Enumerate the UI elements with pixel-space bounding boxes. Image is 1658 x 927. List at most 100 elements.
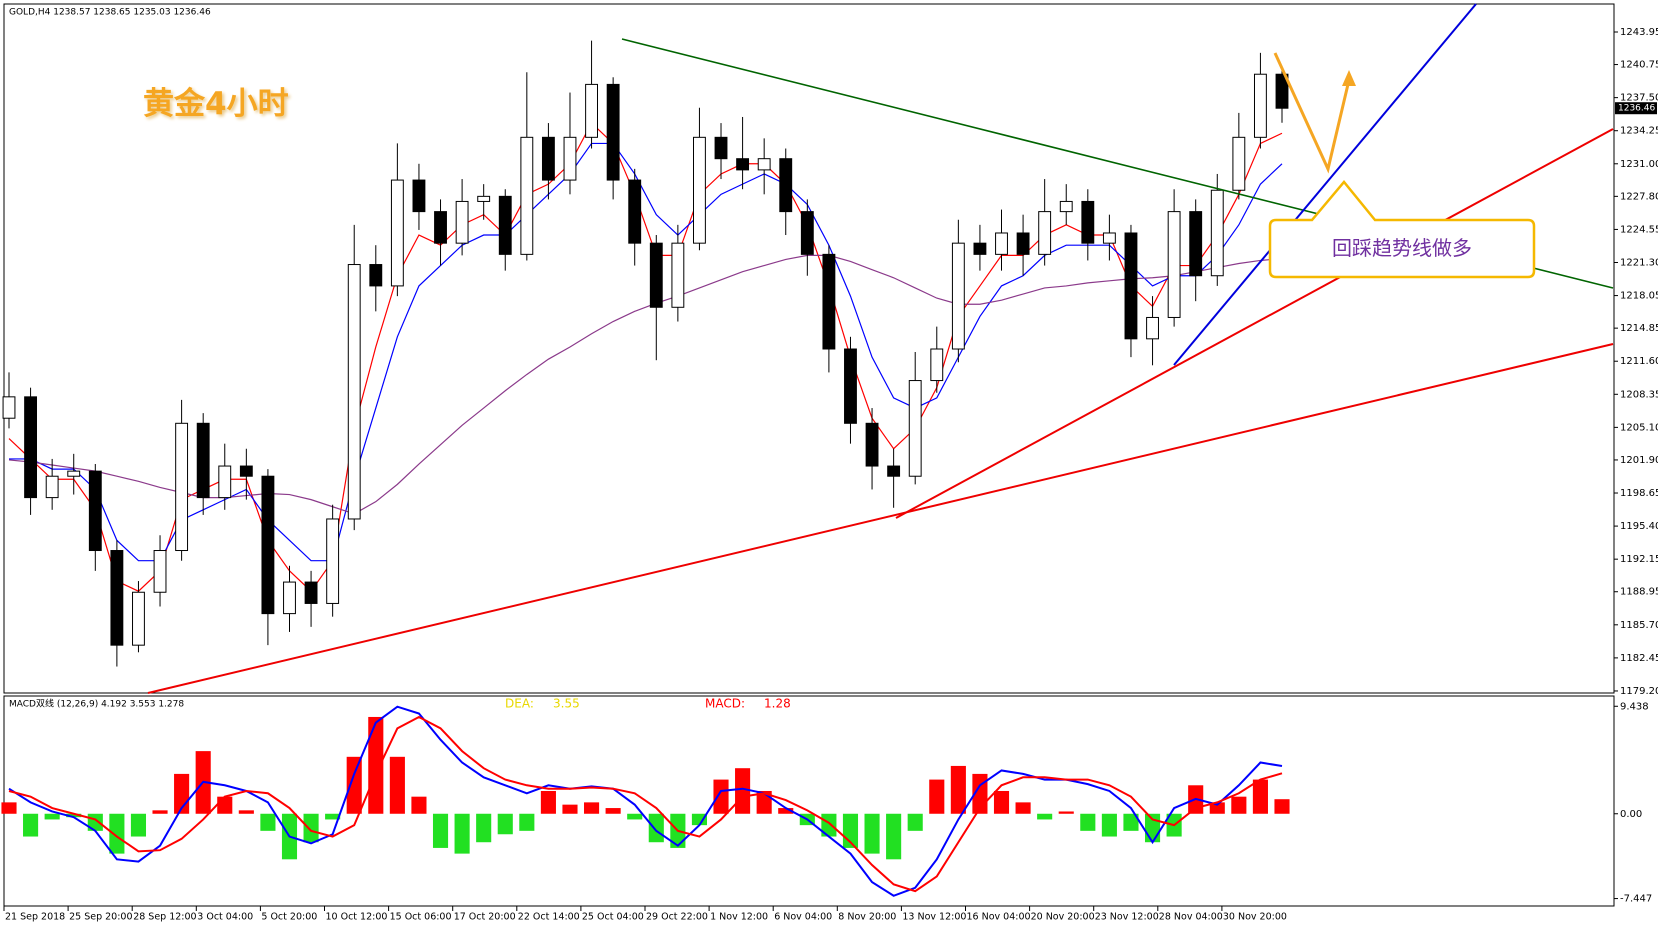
candle-body — [261, 475, 275, 615]
candle-body — [239, 465, 253, 477]
histogram-bar — [821, 813, 837, 837]
candle-body — [67, 470, 81, 477]
candle-body — [196, 422, 210, 499]
candle-body — [283, 581, 296, 615]
candle-body — [541, 136, 555, 181]
x-tick-label: 30 Nov 20:00 — [1223, 912, 1287, 923]
histogram-bar — [627, 813, 643, 820]
y-tick-label: 1192.15 — [1620, 554, 1658, 565]
histogram-bar — [44, 813, 60, 820]
histogram-bar — [950, 765, 966, 814]
candle-body — [455, 200, 469, 244]
histogram-bar — [605, 808, 621, 814]
y-tick-label: 1195.40 — [1620, 521, 1658, 532]
candle-body — [1189, 211, 1203, 277]
histogram-bar — [886, 813, 902, 860]
trendline — [895, 128, 1614, 519]
candle-body — [887, 465, 901, 477]
candle-body — [563, 136, 577, 181]
x-tick-label: 13 Nov 12:00 — [902, 912, 966, 923]
x-tick-label: 28 Nov 04:00 — [1159, 912, 1223, 923]
histogram-bar — [476, 813, 492, 843]
candle-body — [800, 211, 814, 255]
candle-body — [757, 158, 771, 171]
y-tick-label: 1185.70 — [1620, 620, 1658, 631]
candle-body — [434, 211, 447, 244]
y-tick-label: 0.00 — [1620, 809, 1642, 820]
y-tick-label: 1234.25 — [1620, 126, 1658, 137]
y-tick-label: 1205.10 — [1620, 422, 1658, 433]
x-tick-label: 17 Oct 20:00 — [454, 912, 516, 923]
x-tick-label: 16 Nov 04:00 — [967, 912, 1031, 923]
histogram-bar — [325, 813, 341, 820]
histogram-bar — [648, 813, 664, 843]
histogram-bar — [540, 790, 556, 814]
symbol-line: GOLD,H4 1238.57 1238.65 1235.03 1236.46 — [9, 8, 211, 18]
x-tick-label: 21 Sep 2018 — [5, 912, 65, 923]
histogram-bar — [152, 810, 168, 814]
histogram-bar — [432, 813, 449, 848]
y-tick-label: 1237.50 — [1620, 93, 1658, 104]
histogram-bar — [130, 813, 147, 837]
histogram-bar — [497, 813, 513, 835]
y-tick-label: 1231.00 — [1620, 159, 1658, 170]
price-tag-bg — [1615, 102, 1657, 115]
trendline — [147, 343, 1614, 694]
price-tag: 1236.46 — [1618, 104, 1655, 114]
x-tick-label: 3 Oct 04:00 — [197, 912, 253, 923]
histogram-bar — [109, 813, 125, 854]
histogram-bar — [1252, 779, 1268, 814]
candle-body — [693, 136, 706, 244]
candle-body — [1124, 232, 1138, 340]
candle-body — [951, 242, 965, 350]
x-tick-label: 29 Oct 22:00 — [646, 912, 708, 923]
candle-body — [1275, 73, 1289, 109]
x-tick-label: 25 Oct 04:00 — [582, 912, 644, 923]
x-tick-label: 15 Oct 06:00 — [390, 912, 452, 923]
histogram-bar — [368, 716, 384, 814]
histogram-bar — [864, 813, 880, 854]
histogram-bar — [1015, 802, 1031, 814]
candle-body — [390, 179, 404, 287]
histogram-bar — [1058, 811, 1074, 814]
candle-body — [865, 422, 879, 467]
x-tick-label: 25 Sep 20:00 — [69, 912, 132, 923]
histogram-bar — [23, 813, 39, 837]
histogram-bar — [454, 813, 470, 854]
y-tick-label: 1224.55 — [1620, 224, 1658, 235]
candle-body — [628, 179, 642, 244]
candle-body — [822, 253, 836, 350]
chart-title: 黄金4小时 — [143, 86, 289, 122]
candle-body — [671, 242, 685, 308]
candle-body — [110, 550, 124, 646]
histogram-bar — [389, 756, 405, 814]
histogram-bar — [993, 790, 1010, 814]
callout-box — [1268, 180, 1536, 279]
candle-body — [606, 83, 620, 181]
candle-body — [1232, 136, 1246, 191]
candle-body — [326, 518, 340, 604]
candle-body — [175, 422, 189, 552]
candle-body — [649, 242, 663, 308]
x-tick-label: 10 Oct 12:00 — [326, 912, 388, 923]
histogram-bar — [1101, 813, 1117, 837]
candle-body — [2, 396, 16, 419]
histogram-bar — [562, 804, 578, 814]
x-tick-label: 8 Nov 20:00 — [838, 912, 896, 923]
candle-body — [714, 136, 728, 160]
y-tick-label: 1211.60 — [1620, 356, 1658, 367]
candle-body — [1167, 211, 1181, 318]
candle-body — [844, 348, 857, 424]
x-tick-label: 1 Nov 12:00 — [710, 912, 768, 923]
candle-body — [1146, 316, 1159, 340]
macd-panel — [3, 695, 1615, 907]
candle-body — [995, 232, 1008, 255]
macd-header: MACD双线 (12,26,9) 4.192 3.553 1.278 — [9, 698, 184, 710]
candle-body — [1059, 200, 1073, 213]
arrow — [1273, 52, 1351, 174]
histogram-bar — [907, 813, 923, 831]
candle-body — [412, 179, 426, 213]
histogram-bar — [1274, 799, 1290, 814]
histogram-bar — [691, 813, 707, 826]
y-tick-label: 1201.90 — [1620, 455, 1658, 466]
